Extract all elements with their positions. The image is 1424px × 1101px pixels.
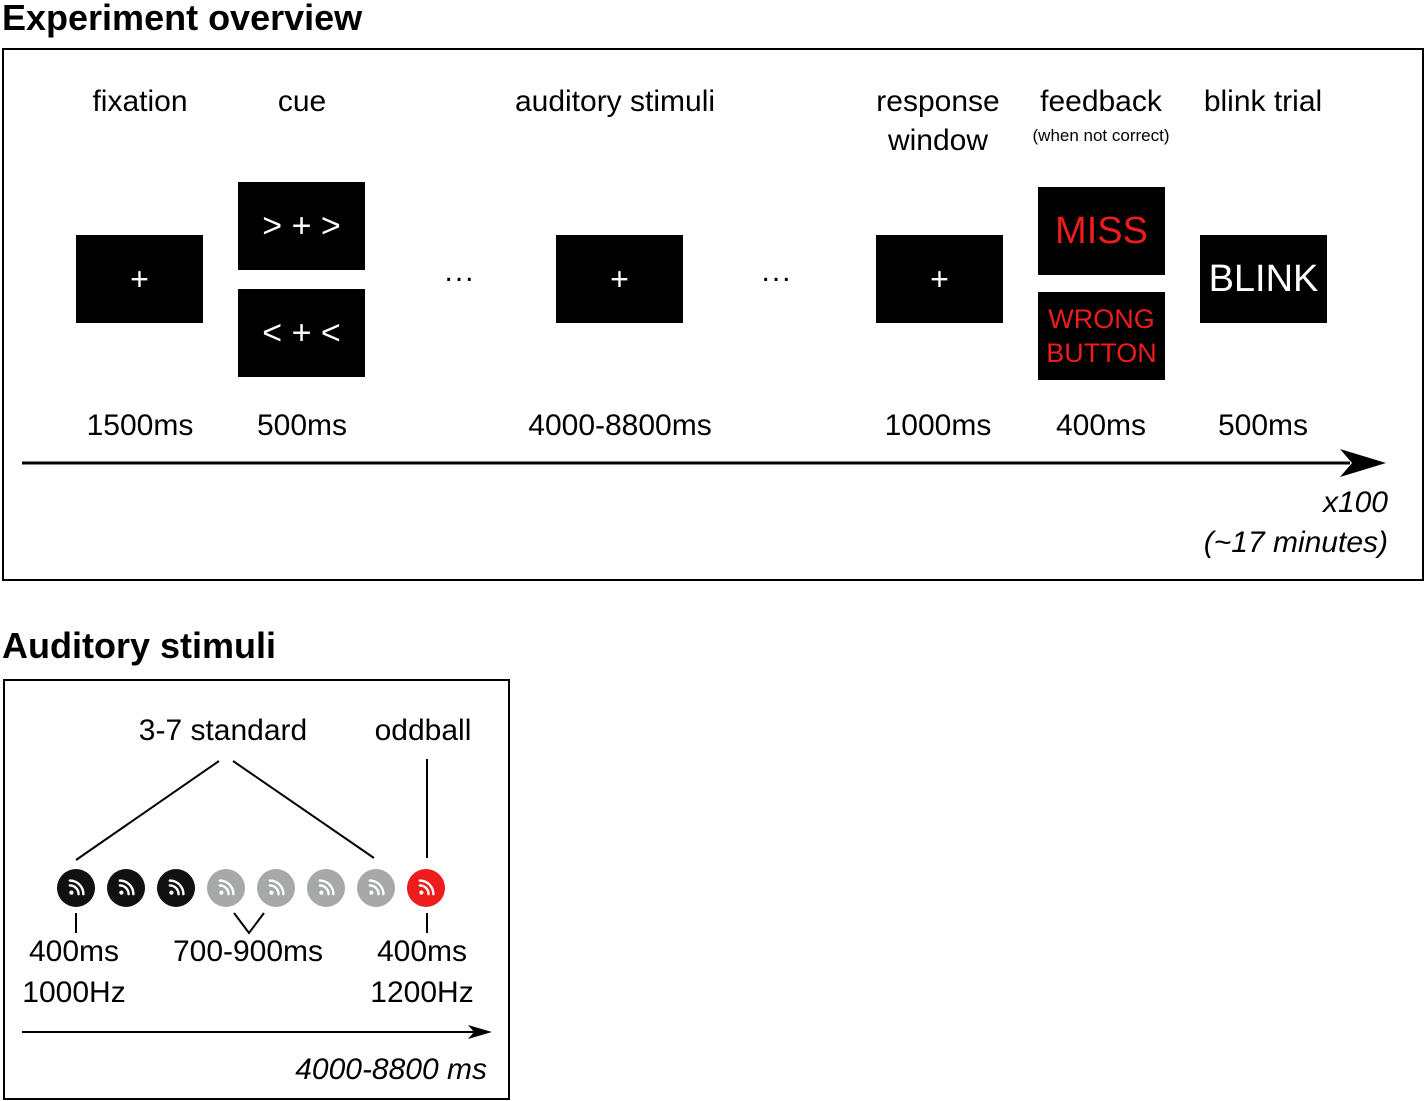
feedback-note: (when not correct) — [1032, 126, 1170, 145]
auditory-timeline-arrowhead — [468, 1025, 492, 1039]
isi-bracket — [233, 912, 265, 935]
ellipsis-2: ... — [761, 255, 793, 288]
total-duration: (~17 minutes) — [1203, 526, 1388, 559]
fixation-cross: + — [130, 260, 149, 297]
auditory-title: Auditory stimuli — [2, 625, 277, 666]
oddball-label: oddball — [374, 714, 472, 747]
isi-duration: 700-900ms — [172, 935, 324, 968]
phase-label-cue: cue — [277, 85, 327, 118]
phase-label-auditory-stimuli: auditory stimuli — [514, 85, 716, 118]
miss-screen: MISS — [1038, 187, 1165, 275]
tone-optional-standard-icon — [257, 869, 295, 907]
duration-feedback: 400ms — [1055, 409, 1147, 442]
blink-screen: BLINK — [1200, 235, 1327, 323]
overview-panel — [2, 48, 1424, 581]
cue-left-text: < + < — [262, 313, 341, 352]
overview-timeline-arrowhead — [1340, 449, 1386, 477]
tone-optional-standard-icon — [207, 869, 245, 907]
oddball-frequency: 1200Hz — [370, 976, 474, 1009]
fixation-screen: + — [76, 235, 203, 323]
standard-duration: 400ms — [28, 935, 120, 968]
cue-right-text: > + > — [262, 206, 341, 245]
ellipsis-1: ... — [444, 255, 476, 288]
phase-label-feedback: feedback — [1040, 85, 1162, 118]
auditory-panel — [3, 679, 510, 1100]
tone-oddball-icon — [407, 869, 445, 907]
response-cross: + — [930, 260, 949, 297]
phase-label-blink-trial: blink trial — [1203, 85, 1323, 118]
wrong-button-screen: WRONG BUTTON — [1038, 292, 1165, 380]
standard-label: 3-7 standard — [138, 714, 308, 747]
standard-frequency: 1000Hz — [22, 976, 126, 1009]
phase-label-response: response — [876, 85, 1000, 118]
duration-blink: 500ms — [1217, 409, 1309, 442]
tone-standard-icon — [107, 869, 145, 907]
response-screen: + — [876, 235, 1003, 323]
phase-label-window: window — [887, 124, 989, 157]
duration-response: 1000ms — [884, 409, 992, 442]
blink-text: BLINK — [1208, 257, 1319, 300]
sequence-total-duration: 4000-8800 ms — [295, 1053, 487, 1086]
duration-cue: 500ms — [256, 409, 348, 442]
repeat-count: x100 — [1322, 486, 1388, 519]
tone-optional-standard-icon — [357, 869, 395, 907]
oddball-duration: 400ms — [376, 935, 468, 968]
tone-standard-icon — [157, 869, 195, 907]
tone-optional-standard-icon — [307, 869, 345, 907]
duration-auditory: 4000-8800ms — [528, 409, 712, 442]
tone-standard-icon — [57, 869, 95, 907]
phase-label-fixation: fixation — [92, 85, 188, 118]
duration-fixation: 1500ms — [86, 409, 194, 442]
overview-title: Experiment overview — [2, 0, 363, 38]
wrong-text: WRONG — [1048, 304, 1155, 334]
standard-bracket-left — [75, 760, 220, 861]
cue-screen-right: > + > — [238, 182, 365, 270]
button-text: BUTTON — [1046, 338, 1157, 368]
cue-screen-left: < + < — [238, 289, 365, 377]
auditory-cross: + — [610, 260, 629, 297]
miss-text: MISS — [1055, 209, 1148, 252]
auditory-screen: + — [556, 235, 683, 323]
tones-layer — [57, 869, 445, 907]
standard-bracket-right — [232, 760, 375, 859]
